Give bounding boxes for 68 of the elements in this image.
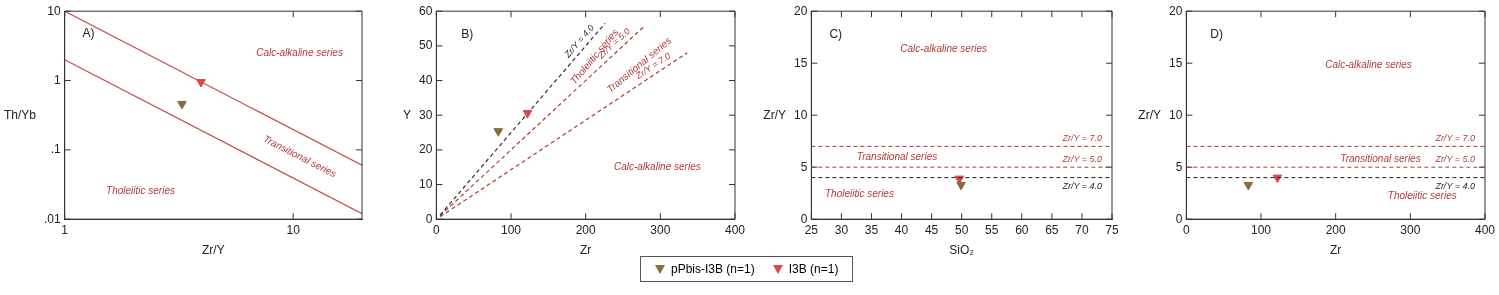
annotation: Tholeiitic series xyxy=(824,188,894,200)
annotation: A) xyxy=(82,26,95,41)
x-tick-label: 30 xyxy=(834,222,849,237)
annotation: Tholeiitic series xyxy=(106,184,175,196)
x-tick-label: 50 xyxy=(954,222,969,237)
ref-line-label: Zr/Y = 5.0 xyxy=(1061,154,1102,165)
ref-line-label: Zr/Y = 4.0 xyxy=(1061,180,1102,191)
x-tick-label: 400 xyxy=(724,222,746,237)
legend-label: pPbis-I3B (n=1) xyxy=(671,262,755,276)
annotation: D) xyxy=(1210,27,1223,42)
x-tick-label: 55 xyxy=(985,222,999,237)
y-tick-label: 20 xyxy=(1168,3,1183,18)
y-tick-label: 15 xyxy=(793,55,808,70)
x-tick-label: 10 xyxy=(286,222,301,237)
x-tick-label: 65 xyxy=(1045,222,1059,237)
y-tick-label: 20 xyxy=(793,3,808,18)
annotation: Transitional series xyxy=(1340,152,1421,164)
legend-label: I3B (n=1) xyxy=(788,262,839,276)
y-tick-label: 10 xyxy=(47,3,61,18)
annotation: Calc-alkaline series xyxy=(900,43,987,55)
x-tick-label: 100 xyxy=(500,222,522,237)
annotation: Transitional series xyxy=(856,150,938,162)
annotation: B) xyxy=(461,27,474,42)
x-axis-title: SiO₂ xyxy=(949,243,975,258)
annotation: Calc-alkaline series xyxy=(613,160,701,172)
annotation: C) xyxy=(829,27,843,42)
y-axis-title: Zr/Y xyxy=(1138,107,1161,122)
y-tick-label: .01 xyxy=(43,211,61,226)
annotation: Calc-alkaline series xyxy=(256,46,343,58)
y-tick-label: 60 xyxy=(418,3,433,18)
y-axis-title: Zr/Y xyxy=(763,107,786,122)
y-tick-label: 5 xyxy=(1175,159,1183,174)
y-tick-label: 10 xyxy=(418,176,433,191)
x-tick-label: 75 xyxy=(1105,222,1119,237)
y-tick-label: 15 xyxy=(1168,55,1183,70)
y-tick-label: 10 xyxy=(793,107,808,122)
x-tick-label: 60 xyxy=(1015,222,1029,237)
y-tick-label: 0 xyxy=(1175,211,1183,226)
ref-line-label: Zr/Y = 5.0 xyxy=(1434,154,1475,165)
x-tick-label: 200 xyxy=(1325,222,1346,237)
ref-line-label: Zr/Y = 4.0 xyxy=(1434,180,1475,191)
y-tick-label: 1 xyxy=(53,72,61,87)
annotation: Calc-alkaline series xyxy=(1325,59,1412,71)
y-tick-label: .1 xyxy=(50,142,61,157)
x-axis-title: Zr xyxy=(580,243,592,258)
y-tick-label: 20 xyxy=(418,142,433,157)
y-tick-label: 30 xyxy=(418,107,433,122)
x-tick-label: 100 xyxy=(1250,222,1272,237)
x-tick-label: 45 xyxy=(924,222,939,237)
x-tick-label: 200 xyxy=(575,222,596,237)
y-tick-label: 10 xyxy=(1168,107,1183,122)
y-axis-title: Th/Yb xyxy=(3,107,37,122)
x-tick-label: 40 xyxy=(894,222,909,237)
x-tick-label: 300 xyxy=(1400,222,1421,237)
y-tick-label: 5 xyxy=(800,159,808,174)
x-axis-title: Zr/Y xyxy=(202,243,225,258)
ref-line-label: Zr/Y = 7.0 xyxy=(1061,133,1102,144)
x-tick-label: 300 xyxy=(650,222,671,237)
y-tick-label: 40 xyxy=(418,72,433,87)
x-tick-label: 70 xyxy=(1075,222,1089,237)
y-tick-label: 50 xyxy=(418,38,433,53)
x-tick-label: 35 xyxy=(864,222,879,237)
annotation: Tholeiitic series xyxy=(1387,190,1457,202)
x-tick-label: 400 xyxy=(1474,222,1496,237)
x-axis-title: Zr xyxy=(1330,243,1342,258)
ref-line-label: Zr/Y = 7.0 xyxy=(1434,133,1475,144)
y-tick-label: 0 xyxy=(425,211,433,226)
y-axis-title: Y xyxy=(402,107,411,122)
